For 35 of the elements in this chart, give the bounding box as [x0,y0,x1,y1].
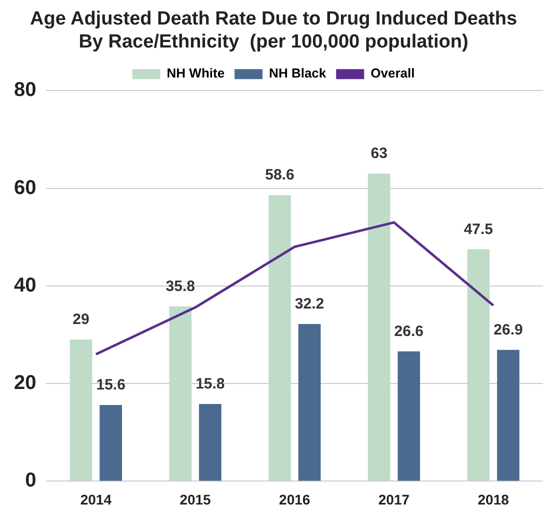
data-label: 26.6 [394,322,424,340]
data-label: 32.2 [294,296,324,313]
x-tick-label: 2016 [279,491,310,508]
y-tick-label: 0 [25,470,36,492]
legend-label: NH Black [269,66,327,81]
data-label: 63 [370,145,388,162]
text: Age Adjusted Death Rate Due to Drug Induced Deaths [30,8,518,30]
x-tick-label: 2014 [80,491,112,508]
y-tick-label: 40 [14,274,36,296]
bar [467,249,490,481]
x-tick-label: 2018 [478,491,510,508]
y-tick-label: 20 [14,372,36,394]
y-tick-label: 60 [14,176,36,199]
y-tick-label: 80 [14,79,36,102]
data-label: 58.6 [265,166,294,184]
bar [199,404,222,481]
bar [298,324,321,481]
data-label: 47.5 [464,220,494,238]
bar [497,350,520,481]
x-tick-label: 2015 [180,491,212,508]
data-label: 15.8 [196,376,225,393]
bar [70,340,92,481]
bar [169,306,192,481]
data-label: 26.9 [494,322,523,338]
bar [368,174,390,481]
text: By Race/Ethnicity (per 100,000 population) [78,31,468,52]
data-label: 35.8 [166,278,195,296]
legend-label: NH White [166,66,225,81]
bar [100,405,122,481]
bar [398,351,420,481]
data-label: 29 [72,311,90,328]
legend-label: Overall [370,66,415,81]
data-label: 15.6 [96,376,126,394]
x-tick-label: 2017 [378,491,410,508]
bar [268,195,291,481]
